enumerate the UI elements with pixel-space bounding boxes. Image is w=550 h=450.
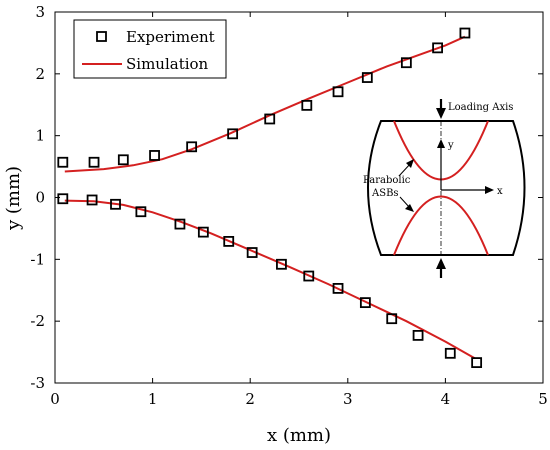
experiment-point — [412, 329, 424, 341]
inset-y-arrowhead — [437, 139, 445, 148]
inset-x-axis-label: x — [497, 186, 503, 197]
experiment-point — [332, 86, 344, 98]
inset-top-load-arrowhead — [436, 108, 446, 119]
experiment-point — [359, 297, 371, 309]
experiment-point — [135, 206, 147, 218]
y-tick-label: -2 — [30, 312, 45, 330]
experiment-point — [303, 270, 315, 282]
experiment-point — [400, 57, 412, 69]
experiment-point — [432, 42, 443, 54]
experiment-point — [86, 194, 98, 206]
x-tick-label: 1 — [148, 390, 158, 408]
experiment-point — [197, 226, 209, 238]
inset-asb-pointer-top-head — [406, 159, 414, 168]
inset-diagram: y x Loading Axis Parabolic ASBs — [350, 92, 535, 282]
inset-asb-label-line1: Parabolic — [363, 175, 411, 186]
experiment-point — [276, 258, 287, 270]
x-tick-label: 3 — [343, 390, 353, 408]
x-tick-label: 5 — [538, 390, 548, 408]
legend-simulation-label: Simulation — [126, 55, 209, 73]
experiment-point — [110, 198, 121, 210]
experiment-point — [386, 313, 398, 325]
x-tick-label: 4 — [441, 390, 451, 408]
legend-experiment-label: Experiment — [126, 28, 215, 46]
legend-experiment-marker — [96, 31, 107, 42]
y-tick-label: 0 — [35, 189, 45, 207]
experiment-point — [332, 282, 344, 294]
experiment-point — [246, 247, 258, 258]
inset-loading-axis-label: Loading Axis — [448, 102, 513, 113]
y-tick-label: -3 — [30, 374, 45, 392]
simulation-line-1 — [64, 199, 476, 360]
experiment-point — [459, 27, 471, 39]
experiment-point — [149, 150, 160, 161]
experiment-point — [444, 347, 456, 359]
y-axis-label: y (mm) — [3, 166, 24, 231]
experiment-point — [223, 236, 235, 247]
experiment-point — [88, 156, 100, 168]
x-tick-label: 2 — [245, 390, 255, 408]
inset-x-arrowhead — [485, 186, 494, 194]
x-tick-label: 0 — [50, 390, 60, 408]
y-tick-label: 3 — [35, 3, 45, 21]
inset-parabolic-asb-bottom — [393, 195, 489, 256]
experiment-point — [227, 128, 239, 140]
experiment-point — [57, 193, 69, 205]
y-tick-label: 1 — [35, 127, 45, 145]
experiment-point — [264, 113, 276, 125]
ticks-layer: 0 1 2 3 4 5 -3 -2 -1 0 1 2 3 — [30, 3, 547, 408]
experiment-point — [117, 154, 129, 166]
x-axis-label: x (mm) — [267, 425, 331, 446]
experiment-point — [361, 72, 373, 83]
experiment-point — [186, 141, 198, 153]
inset-asb-pointer-bottom-head — [405, 204, 414, 212]
inset-specimen-outline — [367, 120, 526, 256]
y-tick-label: -1 — [30, 250, 45, 268]
y-tick-label: 2 — [35, 65, 45, 83]
experiment-point — [174, 218, 186, 230]
marks-layer — [57, 27, 483, 368]
experiment-point — [57, 156, 69, 168]
experiment-point — [301, 99, 313, 111]
legend: Experiment Simulation — [73, 19, 227, 79]
inset-y-axis-label: y — [447, 140, 454, 151]
experiment-point — [471, 357, 483, 368]
inset-bottom-load-arrowhead — [436, 258, 446, 269]
legend-box — [73, 19, 227, 79]
inset-asb-label-line2: ASBs — [371, 188, 399, 199]
